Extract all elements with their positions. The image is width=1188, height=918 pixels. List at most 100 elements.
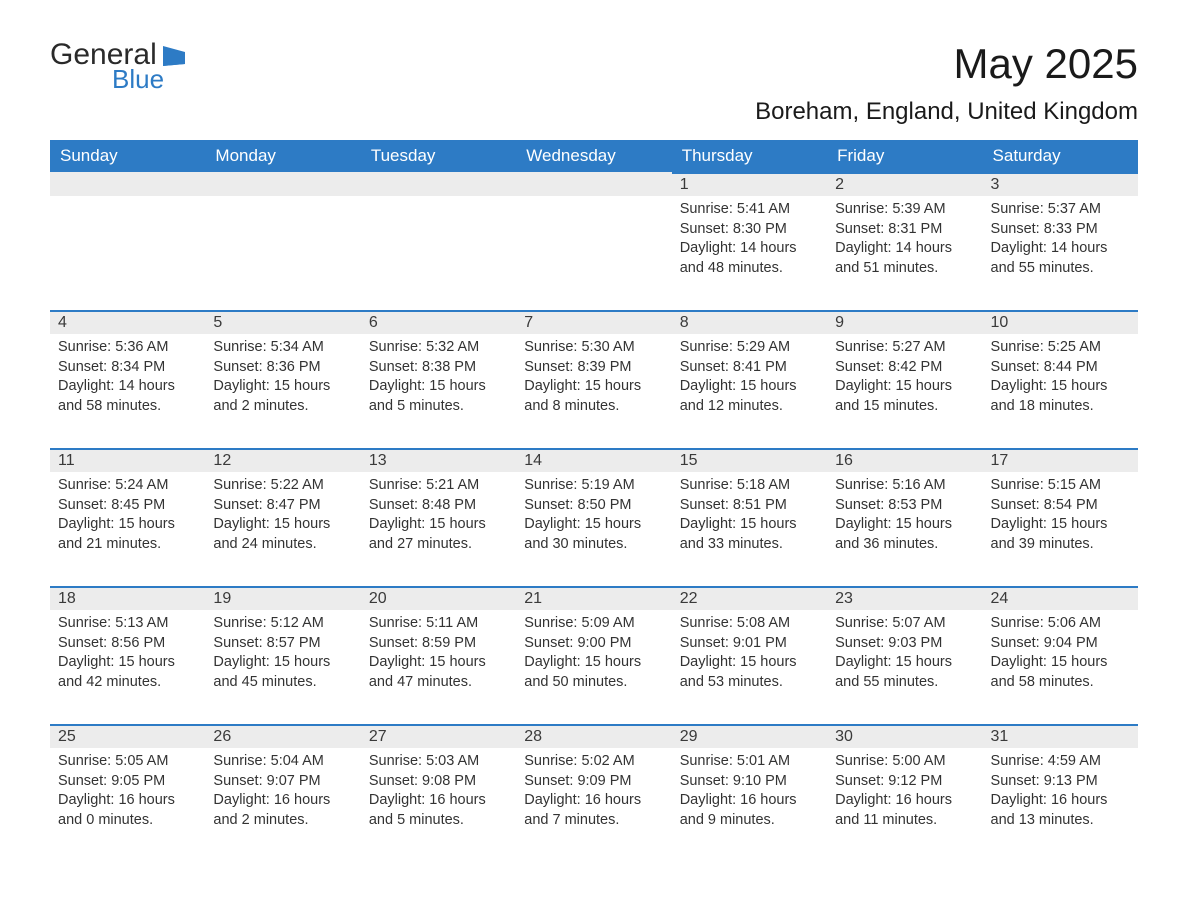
calendar-cell <box>516 172 671 310</box>
calendar-cell <box>50 172 205 310</box>
day-details: Sunrise: 5:01 AMSunset: 9:10 PMDaylight:… <box>672 748 827 838</box>
calendar-cell: 26 Sunrise: 5:04 AMSunset: 9:07 PMDayligh… <box>205 724 360 862</box>
daylight-line: Daylight: 16 hours and 5 minutes. <box>369 791 508 830</box>
calendar-cell: 6Sunrise: 5:32 AMSunset: 8:38 PMDaylight… <box>361 310 516 448</box>
day-details: Sunrise: 5:18 AMSunset: 8:51 PMDaylight:… <box>672 472 827 562</box>
sunset-line: Sunset: 9:12 PM <box>835 772 974 792</box>
day-number: 17 <box>983 448 1138 472</box>
calendar-cell: 1Sunrise: 5:41 AMSunset: 8:30 PMDaylight… <box>672 172 827 310</box>
logo-triangle-icon <box>163 44 185 66</box>
sunset-line: Sunset: 8:48 PM <box>369 496 508 516</box>
calendar-cell: 7Sunrise: 5:30 AMSunset: 8:39 PMDaylight… <box>516 310 671 448</box>
day-details: Sunrise: 5:19 AMSunset: 8:50 PMDaylight:… <box>516 472 671 562</box>
daylight-line: Daylight: 14 hours and 48 minutes. <box>680 239 819 278</box>
day-details: Sunrise: 5:16 AMSunset: 8:53 PMDaylight:… <box>827 472 982 562</box>
month-title: May 2025 <box>954 40 1138 88</box>
calendar-cell: 10Sunrise: 5:25 AMSunset: 8:44 PMDayligh… <box>983 310 1138 448</box>
daylight-line: Daylight: 15 hours and 12 minutes. <box>680 377 819 416</box>
calendar-cell: 22Sunrise: 5:08 AMSunset: 9:01 PMDayligh… <box>672 586 827 724</box>
calendar-cell: 17Sunrise: 5:15 AMSunset: 8:54 PMDayligh… <box>983 448 1138 586</box>
weekday-header: Thursday <box>672 140 827 172</box>
day-number: 14 <box>516 448 671 472</box>
sunset-line: Sunset: 9:07 PM <box>213 772 352 792</box>
day-details: Sunrise: 5:06 AMSunset: 9:04 PMDaylight:… <box>983 610 1138 700</box>
daylight-line: Daylight: 15 hours and 55 minutes. <box>835 653 974 692</box>
calendar-week-row: 11Sunrise: 5:24 AMSunset: 8:45 PMDayligh… <box>50 448 1138 586</box>
weekday-header: Sunday <box>50 140 205 172</box>
day-details: Sunrise: 5:00 AMSunset: 9:12 PMDaylight:… <box>827 748 982 838</box>
day-details: Sunrise: 5:39 AMSunset: 8:31 PMDaylight:… <box>827 196 982 286</box>
day-details: Sunrise: 5:08 AMSunset: 9:01 PMDaylight:… <box>672 610 827 700</box>
sunrise-line: Sunrise: 5:21 AM <box>369 476 508 496</box>
day-number: 26 <box>205 724 360 748</box>
logo: General Blue <box>50 40 185 92</box>
day-number: 16 <box>827 448 982 472</box>
daylight-line: Daylight: 16 hours and 7 minutes. <box>524 791 663 830</box>
daylight-line: Daylight: 15 hours and 33 minutes. <box>680 515 819 554</box>
calendar-cell: 31Sunrise: 4:59 AMSunset: 9:13 PMDayligh… <box>983 724 1138 862</box>
daylight-line: Daylight: 16 hours and 2 minutes. <box>213 791 352 830</box>
daylight-line: Daylight: 15 hours and 47 minutes. <box>369 653 508 692</box>
calendar-cell: 28Sunrise: 5:02 AMSunset: 9:09 PMDayligh… <box>516 724 671 862</box>
calendar-cell: 27Sunrise: 5:03 AMSunset: 9:08 PMDayligh… <box>361 724 516 862</box>
day-details: Sunrise: 5:13 AMSunset: 8:56 PMDaylight:… <box>50 610 205 700</box>
weekday-header: Friday <box>827 140 982 172</box>
day-details: Sunrise: 5:02 AMSunset: 9:09 PMDaylight:… <box>516 748 671 838</box>
sunrise-line: Sunrise: 5:22 AM <box>213 476 352 496</box>
sunset-line: Sunset: 8:39 PM <box>524 358 663 378</box>
calendar-cell: 21Sunrise: 5:09 AMSunset: 9:00 PMDayligh… <box>516 586 671 724</box>
day-details: Sunrise: 5:34 AMSunset: 8:36 PMDaylight:… <box>205 334 360 424</box>
calendar-cell: 11Sunrise: 5:24 AMSunset: 8:45 PMDayligh… <box>50 448 205 586</box>
sunrise-line: Sunrise: 5:02 AM <box>524 752 663 772</box>
daylight-line: Daylight: 15 hours and 53 minutes. <box>680 653 819 692</box>
daylight-line: Daylight: 15 hours and 5 minutes. <box>369 377 508 416</box>
day-details: Sunrise: 5:11 AMSunset: 8:59 PMDaylight:… <box>361 610 516 700</box>
day-number: 11 <box>50 448 205 472</box>
sunset-line: Sunset: 8:56 PM <box>58 634 197 654</box>
weekday-header: Tuesday <box>361 140 516 172</box>
daylight-line: Daylight: 15 hours and 39 minutes. <box>991 515 1130 554</box>
day-number: 1 <box>672 172 827 196</box>
sunset-line: Sunset: 8:33 PM <box>991 220 1130 240</box>
calendar-cell: 3Sunrise: 5:37 AMSunset: 8:33 PMDaylight… <box>983 172 1138 310</box>
sunset-line: Sunset: 8:45 PM <box>58 496 197 516</box>
day-details: Sunrise: 5:32 AMSunset: 8:38 PMDaylight:… <box>361 334 516 424</box>
sunset-line: Sunset: 9:10 PM <box>680 772 819 792</box>
day-details: Sunrise: 5:37 AMSunset: 8:33 PMDaylight:… <box>983 196 1138 286</box>
calendar-table: SundayMondayTuesdayWednesdayThursdayFrid… <box>50 140 1138 862</box>
day-number: 13 <box>361 448 516 472</box>
daylight-line: Daylight: 15 hours and 24 minutes. <box>213 515 352 554</box>
day-number: 21 <box>516 586 671 610</box>
day-number: 9 <box>827 310 982 334</box>
calendar-cell: 29Sunrise: 5:01 AMSunset: 9:10 PMDayligh… <box>672 724 827 862</box>
day-number: 4 <box>50 310 205 334</box>
calendar-cell: 15Sunrise: 5:18 AMSunset: 8:51 PMDayligh… <box>672 448 827 586</box>
day-details: Sunrise: 5:25 AMSunset: 8:44 PMDaylight:… <box>983 334 1138 424</box>
day-number: 12 <box>205 448 360 472</box>
sunrise-line: Sunrise: 5:04 AM <box>213 752 352 772</box>
calendar-cell: 13 Sunrise: 5:21 AMSunset: 8:48 PMDayligh… <box>361 448 516 586</box>
day-number: 25 <box>50 724 205 748</box>
day-number: 23 <box>827 586 982 610</box>
sunrise-line: Sunrise: 5:01 AM <box>680 752 819 772</box>
calendar-cell: 4Sunrise: 5:36 AMSunset: 8:34 PMDaylight… <box>50 310 205 448</box>
daylight-line: Daylight: 15 hours and 58 minutes. <box>991 653 1130 692</box>
sunrise-line: Sunrise: 5:24 AM <box>58 476 197 496</box>
day-details: Sunrise: 5:24 AMSunset: 8:45 PMDaylight:… <box>50 472 205 562</box>
daylight-line: Daylight: 15 hours and 15 minutes. <box>835 377 974 416</box>
empty-day-header <box>516 172 671 196</box>
calendar-cell: 5Sunrise: 5:34 AMSunset: 8:36 PMDaylight… <box>205 310 360 448</box>
sunset-line: Sunset: 8:54 PM <box>991 496 1130 516</box>
day-number: 3 <box>983 172 1138 196</box>
day-details: Sunrise: 4:59 AMSunset: 9:13 PMDaylight:… <box>983 748 1138 838</box>
day-details: Sunrise: 5:22 AMSunset: 8:47 PMDaylight:… <box>205 472 360 562</box>
sunset-line: Sunset: 8:53 PM <box>835 496 974 516</box>
day-number: 5 <box>205 310 360 334</box>
sunset-line: Sunset: 9:05 PM <box>58 772 197 792</box>
sunset-line: Sunset: 8:44 PM <box>991 358 1130 378</box>
daylight-line: Daylight: 15 hours and 27 minutes. <box>369 515 508 554</box>
calendar-cell: 23Sunrise: 5:07 AMSunset: 9:03 PMDayligh… <box>827 586 982 724</box>
calendar-cell: 19Sunrise: 5:12 AMSunset: 8:57 PMDayligh… <box>205 586 360 724</box>
header: General Blue May 2025 <box>50 40 1138 92</box>
sunset-line: Sunset: 8:41 PM <box>680 358 819 378</box>
